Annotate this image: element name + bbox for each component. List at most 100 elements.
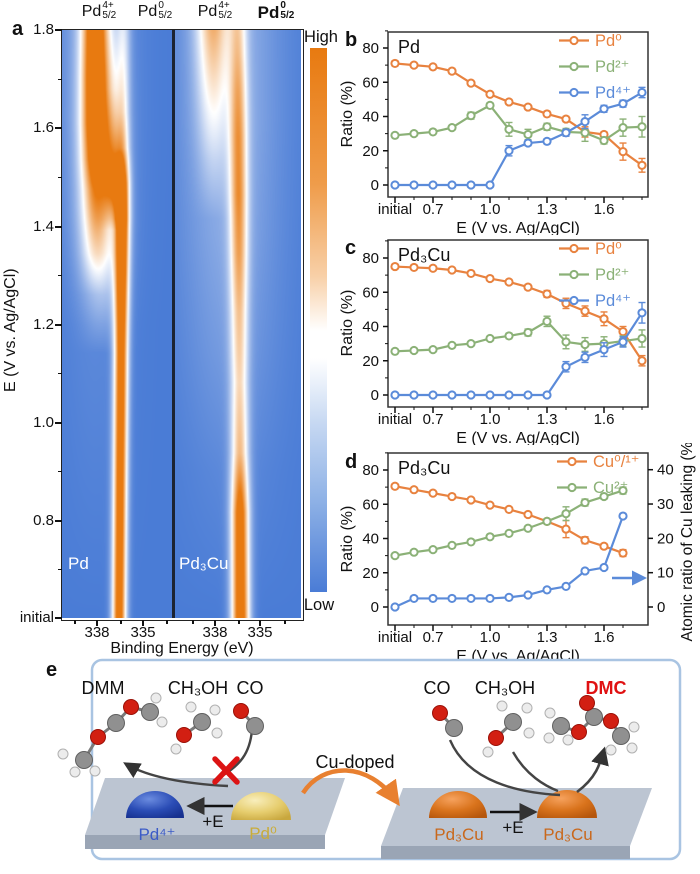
data-point-marker <box>504 124 514 134</box>
heatmap-x-tick <box>142 620 144 626</box>
data-point-marker <box>561 337 571 347</box>
data-point-marker <box>390 130 400 140</box>
panel-e: e Pd⁴⁺ Pd⁰ Pd₃Cu Pd₃Cu +E +E <box>46 658 682 861</box>
data-point-marker <box>637 356 647 366</box>
legend-label: Cu²⁺ <box>593 479 628 497</box>
data-point-marker <box>637 122 647 132</box>
data-point-marker <box>504 97 514 107</box>
data-point-marker <box>466 593 476 604</box>
heatmap-y-minor-tick <box>58 176 62 178</box>
data-point-marker <box>599 562 609 573</box>
data-point-marker <box>504 528 514 538</box>
data-point-marker <box>637 333 647 344</box>
panel-letter: d <box>345 451 357 473</box>
h-atom <box>496 700 508 712</box>
to-dmm-arrow <box>123 762 229 788</box>
plot-frame <box>387 239 649 408</box>
data-point-marker <box>390 261 400 272</box>
data-point-marker <box>561 114 571 124</box>
data-point-marker <box>599 491 609 502</box>
o-atom <box>123 699 139 715</box>
h-atom <box>523 727 535 739</box>
data-point-marker <box>542 122 552 132</box>
h-atom <box>562 734 574 746</box>
x-axis-title: E (V vs. Ag/AgCl) <box>456 220 580 235</box>
data-point-marker <box>599 541 609 551</box>
data-point-marker <box>409 262 419 273</box>
data-point-marker <box>428 62 438 72</box>
colorbar-high-label: High <box>304 28 338 46</box>
legend-label: Pd⁰ <box>595 240 622 258</box>
o-atom <box>176 727 192 743</box>
data-point-marker <box>485 180 495 190</box>
data-point-marker <box>485 333 495 344</box>
o-atom <box>488 730 504 746</box>
to-dmc-arrow <box>576 746 609 794</box>
data-point-marker <box>618 511 628 521</box>
legend-marker <box>569 35 579 46</box>
heatmap-y-tick-label: initial <box>19 609 54 626</box>
y-tick-label: 0 <box>371 387 379 404</box>
data-point-marker <box>599 104 609 114</box>
c-atom <box>585 708 603 726</box>
y-axis-title: Ratio (%) <box>340 506 356 573</box>
heatmap-y-tick <box>55 617 62 619</box>
series-line <box>394 485 624 555</box>
legend-label: Pd²⁺ <box>595 266 629 284</box>
heatmap-pd <box>62 30 172 618</box>
dmm-molecule <box>57 692 168 778</box>
data-point-marker <box>599 345 609 355</box>
series-line <box>394 62 643 167</box>
legend-marker <box>569 243 579 254</box>
plus-e-label-right: +E <box>502 818 523 837</box>
data-point-marker <box>599 314 609 324</box>
y-tick-label: 0 <box>371 177 379 194</box>
data-point-marker <box>504 277 514 287</box>
heatmap-y-minor-tick <box>58 274 62 276</box>
o-atom <box>579 695 595 711</box>
x-tick-label: 1.3 <box>537 201 558 218</box>
panel-e-letter: e <box>46 659 57 681</box>
data-point-marker <box>523 129 533 140</box>
data-point-marker <box>561 524 571 534</box>
data-point-marker <box>523 590 533 600</box>
y-tick-label: 60 <box>362 496 379 513</box>
c-atom <box>612 727 630 745</box>
data-point-marker <box>618 485 628 496</box>
data-point-marker <box>409 180 419 190</box>
heatmap-y-tick <box>55 324 62 326</box>
plot-frame <box>387 31 649 198</box>
y-tick-label: 40 <box>362 531 379 548</box>
colorbar-low-label: Low <box>303 596 335 614</box>
data-point-marker <box>390 602 400 612</box>
data-point-marker <box>618 99 628 109</box>
data-point-marker <box>523 509 533 520</box>
cu-doped-arrow <box>301 768 400 807</box>
blocked-x-icon <box>212 756 240 785</box>
data-point-marker <box>485 100 495 110</box>
data-point-marker <box>466 268 476 279</box>
data-point-marker <box>637 308 647 318</box>
data-point-marker <box>390 180 400 190</box>
heatmap-column-label: Pd 4+ 5/2 <box>81 0 117 21</box>
h-atom <box>57 748 69 760</box>
methanol-molecule-right <box>482 700 535 758</box>
heatmap-y-minor-tick <box>58 323 62 325</box>
meoh-label-right: CH₃OH <box>475 678 535 698</box>
heatmap-sample-label-pd: Pd <box>68 554 89 573</box>
co-to-catalyst-path <box>448 739 561 797</box>
data-point-marker <box>542 136 552 146</box>
data-point-marker <box>580 352 590 362</box>
heatmap-y-tick <box>55 127 62 129</box>
data-point-marker <box>428 127 438 137</box>
data-point-marker <box>637 160 647 170</box>
data-point-marker <box>466 537 476 547</box>
o-atom <box>432 705 448 721</box>
heatmap-y-tick <box>55 29 62 31</box>
heatmap-column-label: Pd 4+ 5/2 <box>197 0 233 21</box>
y-tick-label: 60 <box>362 284 379 301</box>
y-tick-label: 80 <box>362 40 379 57</box>
heatmap-x-axis-title: Binding Energy (eV) <box>110 640 254 657</box>
data-point-marker <box>618 123 628 133</box>
data-point-marker <box>390 481 400 491</box>
